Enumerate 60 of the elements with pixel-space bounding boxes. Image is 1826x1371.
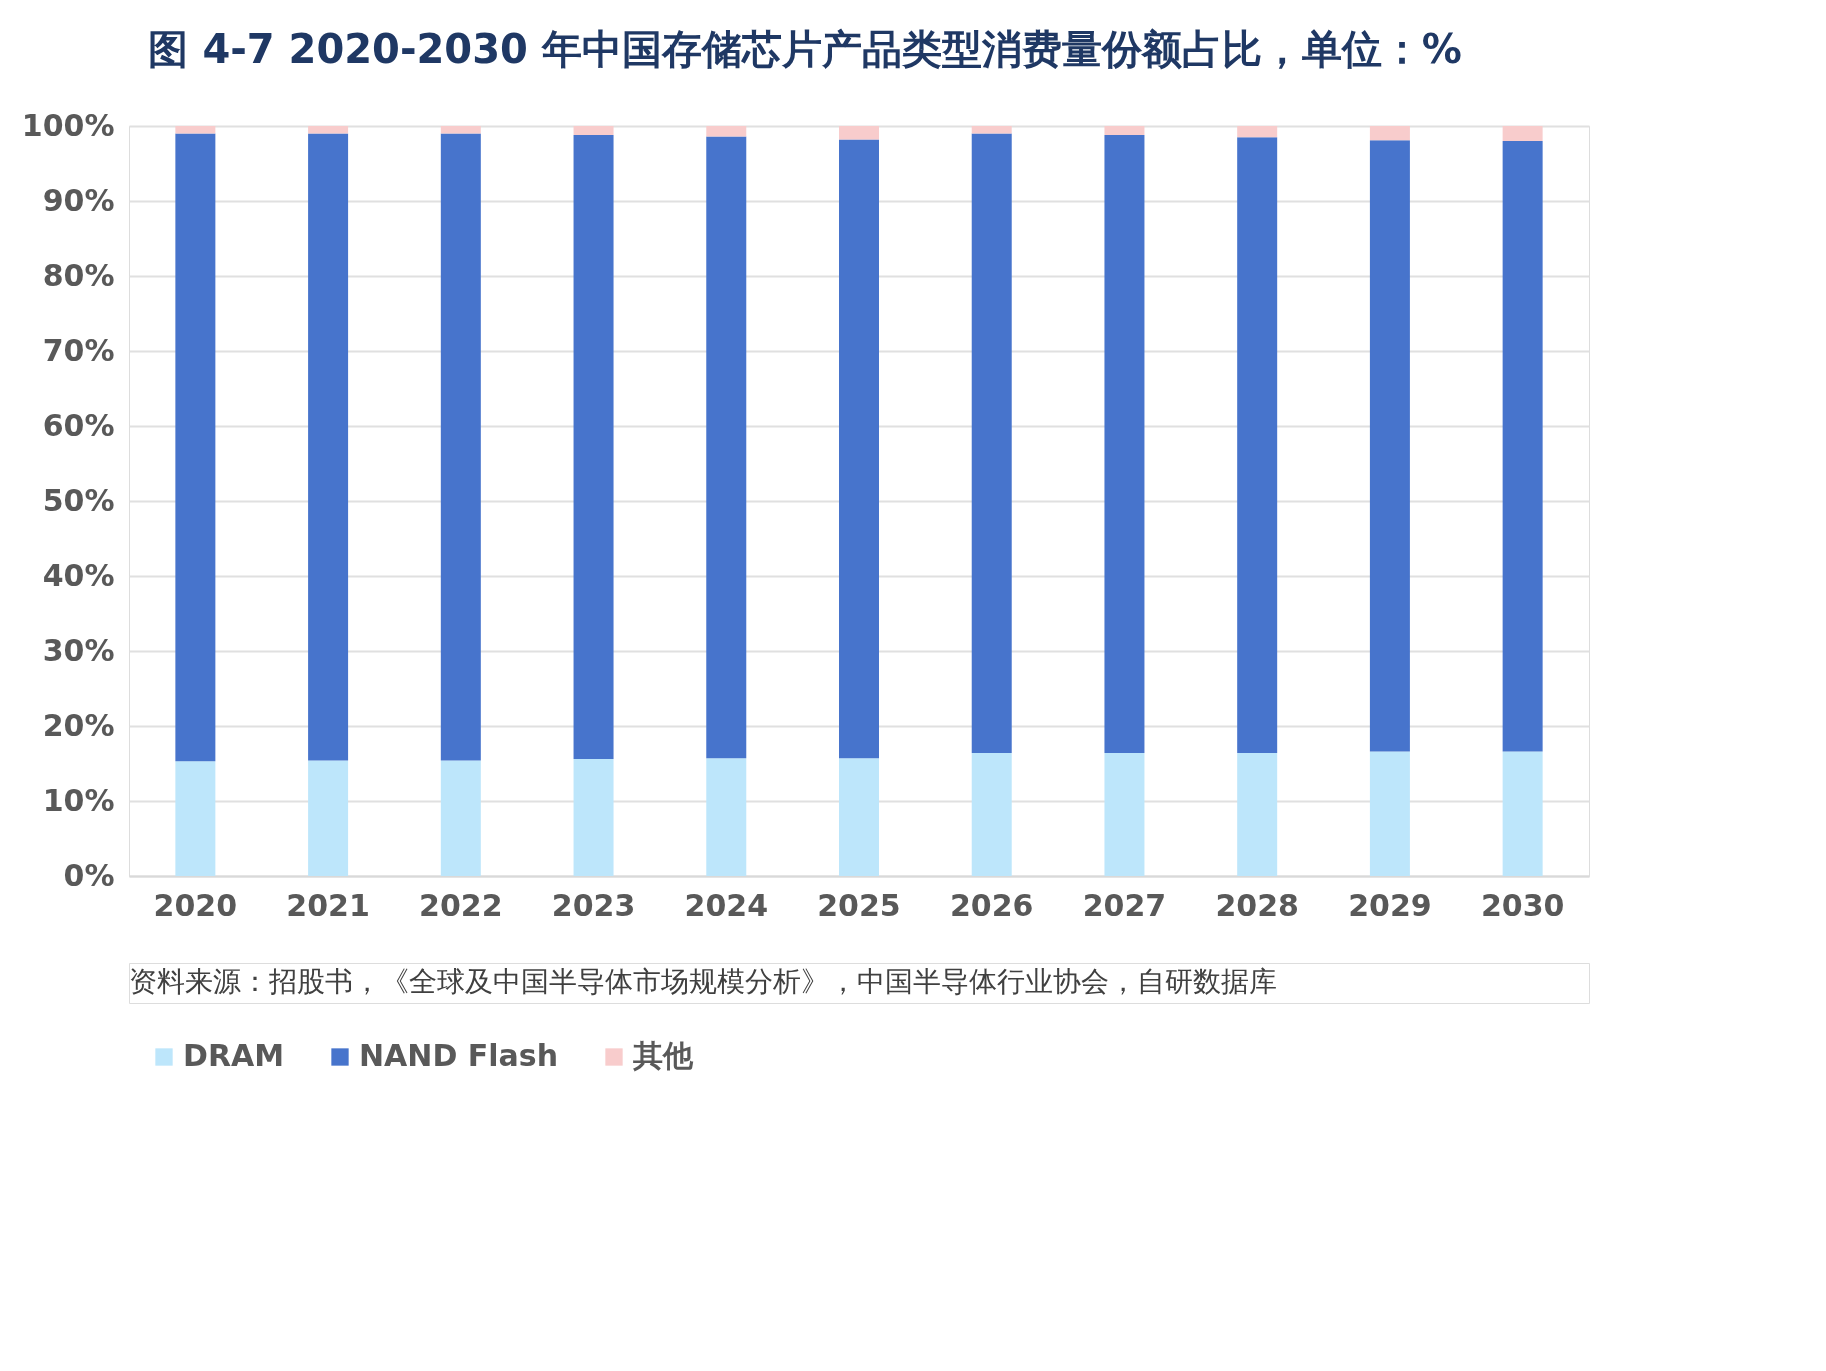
bar bbox=[1369, 751, 1410, 876]
y-tick-label: 0% bbox=[63, 857, 115, 893]
y-tick-label: 50% bbox=[42, 482, 115, 518]
bar bbox=[573, 126, 614, 135]
bar bbox=[839, 758, 879, 876]
legend-label: DRAM bbox=[183, 1038, 285, 1073]
x-tick-label: 2020 bbox=[153, 887, 238, 923]
y-tick-label: 10% bbox=[42, 782, 115, 818]
bar bbox=[971, 126, 1012, 134]
chart-title: 图 4-7 2020-2030 年中国存储芯片产品类型消费量份额占比，单位：% bbox=[148, 25, 1462, 72]
bar bbox=[175, 126, 216, 134]
y-tick-label: 60% bbox=[42, 407, 115, 443]
bar bbox=[440, 760, 481, 876]
y-tick-label: 20% bbox=[42, 707, 115, 743]
x-tick-label: 2030 bbox=[1480, 887, 1565, 923]
bar bbox=[839, 126, 879, 140]
y-tick-label: 90% bbox=[42, 182, 115, 218]
x-tick-label: 2021 bbox=[286, 887, 370, 923]
y-tick-label: 70% bbox=[42, 332, 115, 368]
x-tick-label: 2027 bbox=[1082, 887, 1167, 923]
bar bbox=[440, 133, 481, 761]
bar bbox=[1502, 751, 1543, 876]
y-tick-label: 40% bbox=[42, 557, 115, 593]
x-tick-label: 2023 bbox=[551, 887, 636, 923]
bar bbox=[440, 126, 481, 134]
text: 资料来源：招股书，《全球及中国半导体市场规模分析》，中国半导体行业协会，自研数据库 bbox=[129, 965, 1277, 998]
legend-label: NAND Flash bbox=[359, 1038, 559, 1073]
bar bbox=[573, 759, 614, 876]
bar bbox=[971, 753, 1012, 876]
bar bbox=[1237, 137, 1278, 753]
bar bbox=[175, 133, 216, 762]
bar bbox=[1104, 135, 1145, 753]
x-tick-label: 2029 bbox=[1348, 887, 1432, 923]
x-tick-label: 2028 bbox=[1215, 887, 1299, 923]
bar bbox=[839, 139, 879, 759]
bar bbox=[1104, 753, 1145, 876]
bar bbox=[1369, 140, 1410, 752]
bar bbox=[175, 761, 216, 876]
x-tick-label: 2022 bbox=[419, 887, 503, 923]
y-tick-label: 30% bbox=[42, 632, 115, 668]
bar bbox=[1237, 753, 1278, 876]
bar bbox=[1237, 126, 1278, 138]
bar bbox=[1502, 141, 1543, 752]
x-tick-label: 2026 bbox=[949, 887, 1034, 923]
x-tick-label: 2024 bbox=[684, 887, 769, 923]
bar bbox=[1369, 126, 1410, 141]
bar bbox=[1502, 126, 1543, 141]
bar bbox=[971, 133, 1012, 753]
y-tick-label: 100% bbox=[21, 107, 115, 143]
bar bbox=[308, 133, 349, 761]
bar bbox=[308, 126, 349, 134]
legend-label: 其他 bbox=[632, 1038, 694, 1073]
bar bbox=[706, 126, 747, 137]
bar bbox=[1104, 126, 1145, 135]
y-tick-label: 80% bbox=[42, 257, 115, 293]
bar bbox=[706, 136, 747, 759]
bar bbox=[308, 760, 349, 876]
bar bbox=[573, 135, 614, 759]
bar bbox=[706, 758, 747, 876]
x-tick-label: 2025 bbox=[817, 887, 901, 923]
